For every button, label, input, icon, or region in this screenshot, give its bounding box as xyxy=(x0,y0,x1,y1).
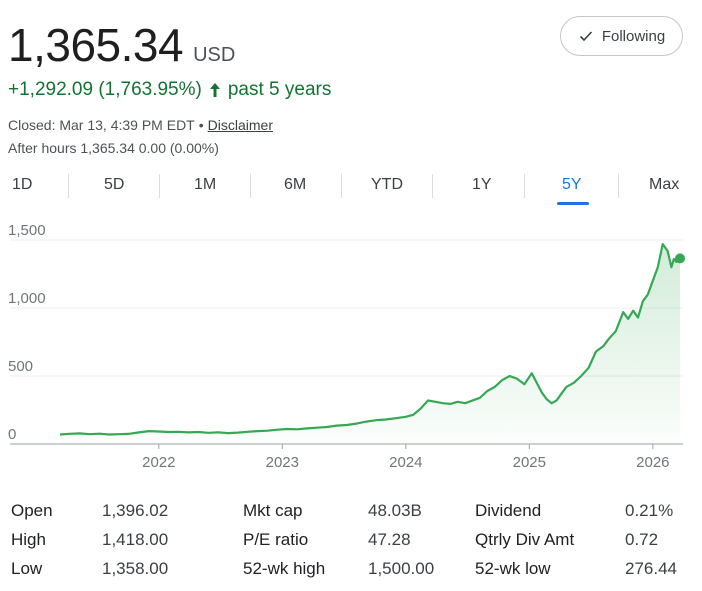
x-tick-label: 2024 xyxy=(389,454,422,471)
tab-divider xyxy=(432,174,433,198)
x-tick-label: 2023 xyxy=(266,454,299,471)
price-change: +1,292.09 (1,763.95%) past 5 years xyxy=(8,79,331,101)
stat-label-pe-ratio: P/E ratio xyxy=(243,530,309,549)
change-period: past 5 years xyxy=(227,79,332,100)
x-tick-label: 2022 xyxy=(142,454,175,471)
tab-ytd[interactable]: YTD xyxy=(371,176,403,193)
price-header: 1,365.34 USD xyxy=(8,18,235,72)
tab-divider xyxy=(341,174,342,198)
price-chart[interactable]: 0 500 1,000 1,500 2022 2023 2024 2025 2026 xyxy=(0,222,702,472)
stat-value-low: 1,358.00 xyxy=(102,559,169,578)
stat-value-52wk-high: 1,500.00 xyxy=(368,559,435,578)
following-button[interactable]: Following xyxy=(560,16,683,56)
following-label: Following xyxy=(601,27,666,45)
stat-value-open: 1,396.02 xyxy=(102,501,169,520)
tab-1m[interactable]: 1M xyxy=(194,176,217,193)
after-hours-info: After hours 1,365.34 0.00 (0.00%) xyxy=(8,140,219,156)
y-tick-label: 500 xyxy=(8,358,33,375)
x-tick-label: 2025 xyxy=(513,454,546,471)
arrow-up-icon xyxy=(209,83,220,97)
current-price: 1,365.34 xyxy=(8,19,184,71)
tab-6m[interactable]: 6M xyxy=(284,176,307,193)
y-tick-label: 1,000 xyxy=(8,290,46,307)
tab-1d[interactable]: 1D xyxy=(12,176,33,193)
price-end-point xyxy=(675,253,685,264)
tab-5d[interactable]: 5D xyxy=(104,176,125,193)
disclaimer-link[interactable]: Disclaimer xyxy=(207,117,273,133)
x-tick-label: 2026 xyxy=(636,454,669,471)
stat-value-qtrly-div: 0.72 xyxy=(625,530,659,549)
check-icon xyxy=(579,31,592,42)
tab-5y[interactable]: 5Y xyxy=(562,176,582,193)
tab-divider xyxy=(524,174,525,198)
stat-value-dividend: 0.21% xyxy=(625,501,674,520)
stat-label-high: High xyxy=(11,530,46,549)
stat-label-dividend: Dividend xyxy=(475,501,542,520)
closed-info: Closed: Mar 13, 4:39 PM EDT • Disclaimer xyxy=(8,117,273,133)
tab-divider xyxy=(68,174,69,198)
tab-max[interactable]: Max xyxy=(649,176,680,193)
stat-value-mkt-cap: 48.03B xyxy=(368,501,422,520)
tab-divider xyxy=(618,174,619,198)
currency-label: USD xyxy=(193,44,236,66)
stat-value-pe-ratio: 47.28 xyxy=(368,530,411,549)
price-line xyxy=(59,243,681,436)
stat-value-52wk-low: 276.44 xyxy=(625,559,677,578)
stat-label-mkt-cap: Mkt cap xyxy=(243,501,303,520)
separator-dot: • xyxy=(198,117,204,133)
change-value: +1,292.09 (1,763.95%) xyxy=(8,79,202,100)
active-tab-indicator xyxy=(557,202,589,205)
price-area xyxy=(60,244,680,444)
tab-divider xyxy=(159,174,160,198)
y-tick-label: 0 xyxy=(8,426,16,443)
tab-divider xyxy=(250,174,251,198)
stat-label-open: Open xyxy=(11,501,53,520)
y-tick-label: 1,500 xyxy=(8,222,46,239)
stat-value-high: 1,418.00 xyxy=(102,530,169,549)
tab-1y[interactable]: 1Y xyxy=(472,176,492,193)
stat-label-low: Low xyxy=(11,559,43,578)
stat-label-52wk-low: 52-wk low xyxy=(475,559,551,578)
range-tabs: 1D 5D 1M 6M YTD 1Y 5Y Max xyxy=(0,170,702,206)
closed-text: Closed: Mar 13, 4:39 PM EDT xyxy=(8,117,195,133)
stat-label-52wk-high: 52-wk high xyxy=(243,559,326,578)
stat-label-qtrly-div: Qtrly Div Amt xyxy=(475,530,575,549)
